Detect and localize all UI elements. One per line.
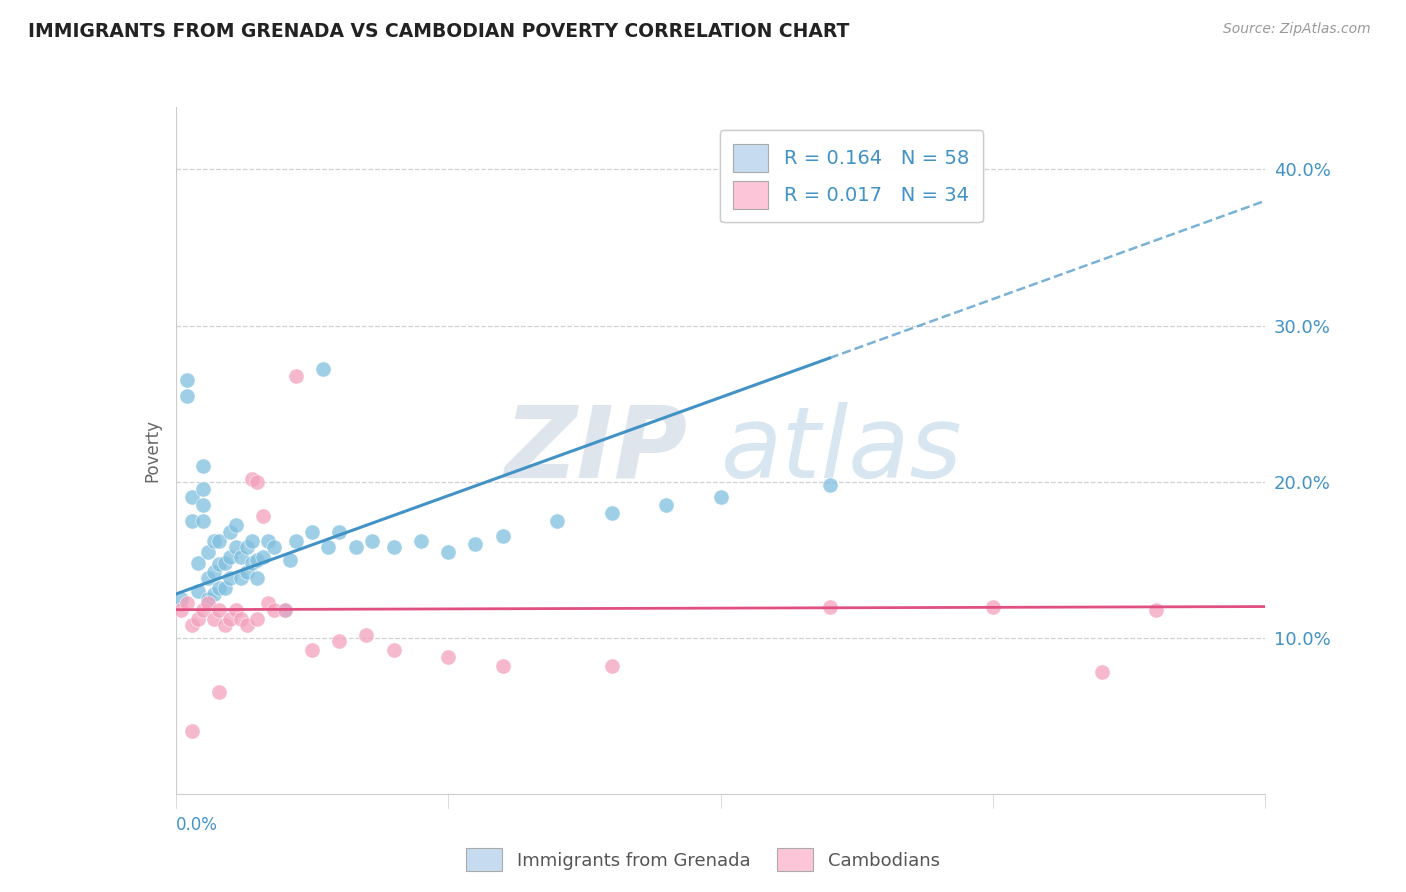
- Point: [274, 603, 297, 617]
- Point: [186, 556, 209, 570]
- Point: [181, 490, 204, 504]
- Point: [246, 612, 269, 626]
- Point: [219, 524, 242, 539]
- Point: [191, 603, 214, 617]
- Point: [219, 571, 242, 585]
- Point: [344, 540, 367, 554]
- Point: [492, 658, 515, 673]
- Point: [464, 537, 486, 551]
- Point: [214, 618, 236, 632]
- Point: [1144, 603, 1167, 617]
- Point: [235, 566, 257, 580]
- Text: 0.0%: 0.0%: [176, 816, 218, 834]
- Point: [328, 524, 350, 539]
- Point: [240, 556, 263, 570]
- Point: [246, 571, 269, 585]
- Point: [382, 540, 405, 554]
- Point: [214, 581, 236, 595]
- Point: [225, 518, 247, 533]
- Point: [356, 628, 378, 642]
- Point: [818, 599, 841, 614]
- Point: [1091, 665, 1114, 680]
- Point: [202, 533, 225, 548]
- Y-axis label: Poverty: Poverty: [143, 419, 162, 482]
- Point: [246, 552, 269, 567]
- Legend: R = 0.164   N = 58, R = 0.017   N = 34: R = 0.164 N = 58, R = 0.017 N = 34: [720, 130, 983, 222]
- Point: [240, 533, 263, 548]
- Point: [170, 591, 193, 606]
- Point: [263, 603, 285, 617]
- Point: [231, 571, 253, 585]
- Point: [360, 533, 382, 548]
- Point: [301, 524, 323, 539]
- Text: ZIP: ZIP: [505, 402, 688, 499]
- Point: [382, 643, 405, 657]
- Point: [437, 545, 460, 559]
- Point: [191, 514, 214, 528]
- Point: [191, 498, 214, 512]
- Point: [214, 556, 236, 570]
- Point: [197, 596, 219, 610]
- Point: [263, 540, 285, 554]
- Point: [208, 558, 231, 572]
- Point: [225, 603, 247, 617]
- Point: [492, 529, 515, 543]
- Point: [181, 618, 204, 632]
- Point: [186, 612, 209, 626]
- Point: [219, 612, 242, 626]
- Point: [208, 581, 231, 595]
- Point: [246, 475, 269, 489]
- Point: [191, 483, 214, 497]
- Point: [328, 633, 350, 648]
- Legend: Immigrants from Grenada, Cambodians: Immigrants from Grenada, Cambodians: [458, 841, 948, 879]
- Point: [181, 724, 204, 739]
- Point: [710, 490, 733, 504]
- Point: [202, 587, 225, 601]
- Point: [284, 368, 307, 383]
- Point: [176, 389, 198, 403]
- Point: [202, 612, 225, 626]
- Point: [186, 583, 209, 598]
- Point: [208, 603, 231, 617]
- Point: [546, 514, 568, 528]
- Point: [197, 591, 219, 606]
- Point: [655, 498, 678, 512]
- Text: IMMIGRANTS FROM GRENADA VS CAMBODIAN POVERTY CORRELATION CHART: IMMIGRANTS FROM GRENADA VS CAMBODIAN POV…: [28, 22, 849, 41]
- Point: [176, 373, 198, 387]
- Point: [208, 685, 231, 699]
- Point: [437, 649, 460, 664]
- Point: [278, 552, 301, 567]
- Point: [274, 603, 297, 617]
- Point: [181, 514, 204, 528]
- Point: [235, 618, 257, 632]
- Point: [191, 458, 214, 473]
- Point: [257, 533, 280, 548]
- Point: [318, 540, 340, 554]
- Point: [252, 549, 274, 564]
- Point: [257, 596, 280, 610]
- Point: [600, 506, 623, 520]
- Point: [409, 533, 432, 548]
- Point: [219, 549, 242, 564]
- Point: [600, 658, 623, 673]
- Point: [252, 508, 274, 523]
- Point: [818, 478, 841, 492]
- Point: [176, 596, 198, 610]
- Point: [301, 643, 323, 657]
- Text: atlas: atlas: [721, 402, 962, 499]
- Text: Source: ZipAtlas.com: Source: ZipAtlas.com: [1223, 22, 1371, 37]
- Point: [284, 533, 307, 548]
- Point: [981, 599, 1004, 614]
- Point: [208, 533, 231, 548]
- Point: [312, 362, 335, 376]
- Point: [202, 566, 225, 580]
- Point: [240, 471, 263, 485]
- Point: [225, 540, 247, 554]
- Point: [170, 603, 193, 617]
- Point: [197, 571, 219, 585]
- Point: [231, 549, 253, 564]
- Point: [197, 545, 219, 559]
- Point: [235, 540, 257, 554]
- Point: [231, 612, 253, 626]
